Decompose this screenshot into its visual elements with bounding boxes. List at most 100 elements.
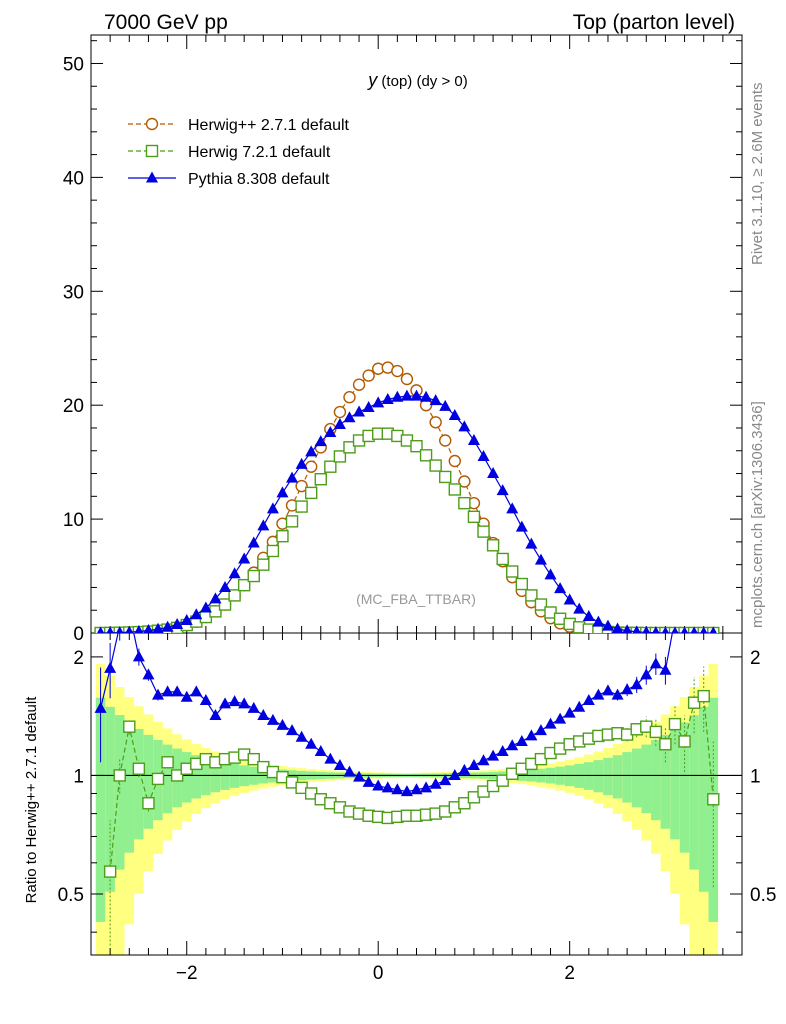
ratio-point-pythia	[410, 783, 423, 795]
main-point-pythia	[477, 449, 490, 461]
main-point-herwig7	[247, 569, 260, 583]
ratio-ytick-label-right: 0.5	[750, 885, 776, 906]
main-point-herwig7	[534, 598, 548, 611]
main-point-pythia	[622, 624, 632, 633]
main-point-pythia	[429, 394, 442, 406]
main-point-pythia	[554, 582, 567, 594]
main-point-herwig7	[276, 529, 289, 543]
main-point-herwig7	[410, 439, 423, 453]
ratio-point-pythia	[582, 693, 595, 705]
ratio-point-pythia	[563, 706, 576, 718]
main-point-herwig7	[439, 470, 452, 484]
main-point-pythia	[161, 620, 174, 632]
band-green	[679, 722, 690, 853]
main-ytick-label: 0	[73, 624, 84, 645]
main-point-pythia	[400, 389, 413, 401]
main-ytick-label: 40	[63, 168, 84, 189]
ratio-point-herwig7	[697, 689, 710, 703]
ratio-point-herwig7	[151, 772, 165, 786]
ratio-point-pythia	[171, 685, 184, 697]
ratio-point-pythia	[659, 663, 672, 675]
legend-entry-herwig7: Herwig 7.2.1 default	[128, 144, 331, 161]
main-point-herwig7	[314, 473, 327, 486]
main-point-pythia	[171, 617, 184, 629]
main-point-pythia	[709, 626, 717, 633]
main-point-pythia	[209, 592, 222, 604]
main-point-pythia	[152, 622, 164, 633]
main-point-herwigpp	[429, 416, 442, 429]
xtick-label: −2	[176, 963, 198, 984]
main-point-pythia	[362, 400, 375, 412]
ratio-point-pythia	[506, 739, 519, 751]
legend: Herwig++ 2.7.1 default Herwig 7.2.1 defau…	[128, 117, 350, 188]
main-point-pythia	[582, 609, 595, 621]
main-point-pythia	[247, 536, 260, 548]
ratio-point-pythia	[621, 683, 634, 695]
main-point-pythia	[314, 435, 327, 447]
ratio-point-herwig7	[132, 762, 146, 775]
ratio-point-pythia	[439, 774, 452, 786]
main-point-herwig7	[458, 496, 471, 510]
ratio-point-herwig7	[161, 756, 174, 769]
ratio-point-pythia	[295, 730, 308, 742]
main-point-pythia	[381, 392, 394, 404]
main-point-pythia	[534, 553, 547, 565]
ratio-point-pythia	[286, 724, 299, 736]
xtick-label: 2	[564, 963, 575, 984]
main-point-pythia	[700, 626, 708, 633]
ratio-point-pythia	[219, 697, 232, 709]
main-point-herwig7	[496, 552, 509, 566]
main-point-pythia	[257, 519, 270, 531]
xtick-label: 0	[373, 963, 384, 984]
ratio-point-pythia	[554, 712, 567, 724]
band-green	[191, 755, 202, 799]
main-point-herwig7	[228, 589, 241, 602]
main-point-pythia	[601, 619, 614, 631]
header-process: Top (parton level)	[573, 11, 735, 34]
main-point-pythia	[467, 434, 480, 446]
ratio-point-pythia	[314, 745, 327, 757]
band-green	[593, 760, 604, 793]
main-point-herwigpp	[352, 378, 366, 391]
main-point-herwig7	[486, 539, 500, 552]
band-green	[134, 729, 144, 840]
rivet-label: Rivet 3.1.10, ≥ 2.6M events	[749, 83, 766, 266]
ratio-point-herwig7	[707, 793, 720, 806]
ratio-point-pythia	[573, 700, 586, 712]
ratio-point-pythia	[381, 781, 394, 793]
band-green	[631, 748, 642, 808]
ratio-point-pythia	[180, 690, 193, 702]
ratio-point-herwig7	[687, 696, 701, 709]
ratio-point-pythia	[592, 688, 605, 700]
main-point-pythia	[228, 567, 241, 579]
band-green	[660, 734, 671, 829]
ratio-point-pythia	[448, 768, 461, 780]
ratio-point-pythia	[477, 754, 490, 766]
ratio-point-pythia	[190, 685, 203, 697]
main-point-herwig7	[257, 558, 270, 571]
main-point-pythia	[190, 608, 203, 620]
ratio-point-pythia	[209, 708, 222, 720]
ratio-point-pythia	[94, 701, 107, 713]
ratio-point-pythia	[305, 737, 318, 749]
main-point-pythia	[343, 411, 356, 423]
main-point-herwig7	[525, 589, 538, 602]
band-green	[612, 755, 623, 799]
ratio-point-pythia	[199, 693, 212, 705]
main-point-pythia	[661, 626, 669, 633]
main-point-pythia	[372, 396, 385, 408]
main-series	[94, 361, 720, 633]
ratio-point-pythia	[266, 713, 279, 725]
ratio-point-pythia	[640, 668, 653, 680]
main-point-pythia	[506, 502, 519, 514]
main-point-pythia	[420, 390, 433, 402]
legend-marker	[145, 117, 159, 131]
ratio-point-pythia	[649, 657, 662, 669]
ratio-point-pythia	[496, 745, 509, 757]
main-point-pythia	[180, 613, 193, 625]
band-green	[670, 729, 680, 840]
ratio-point-pythia	[343, 765, 356, 777]
main-point-pythia	[219, 580, 232, 592]
reference-uncertainty-bands	[95, 663, 719, 955]
ratio-point-pythia	[525, 729, 538, 741]
